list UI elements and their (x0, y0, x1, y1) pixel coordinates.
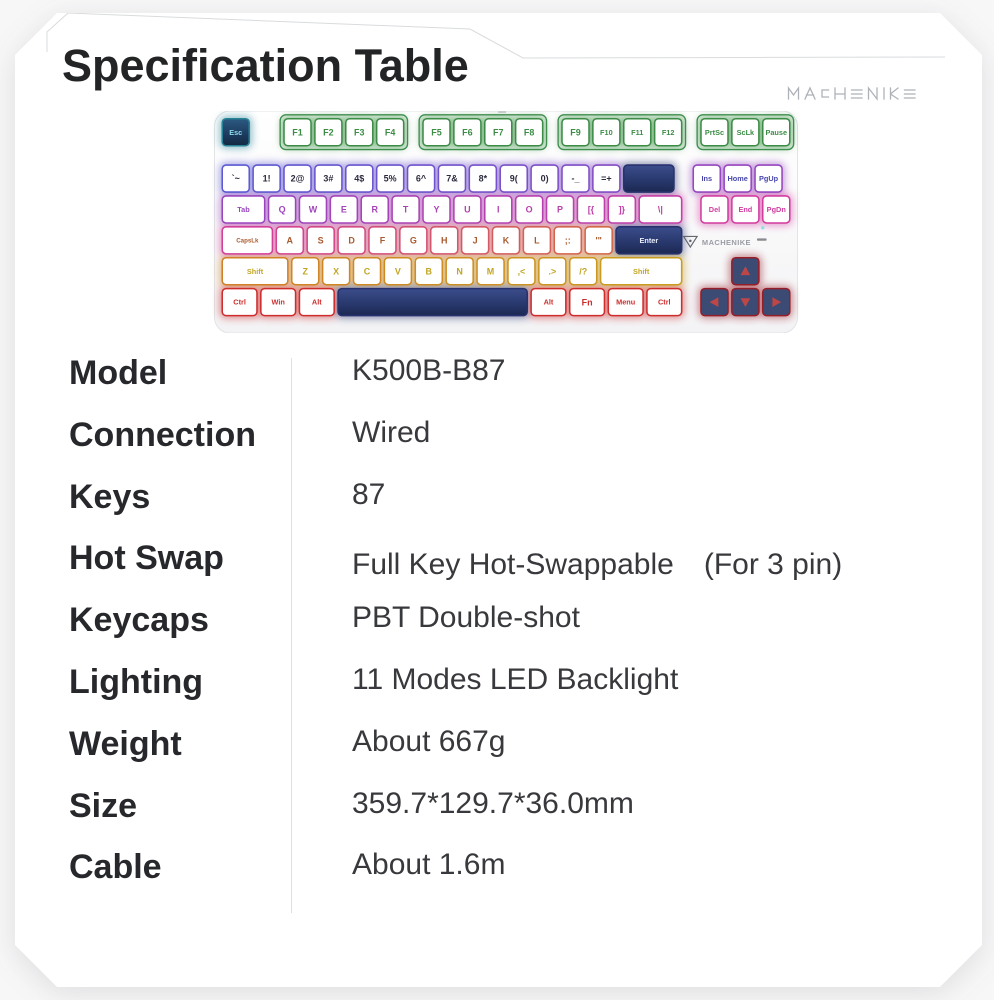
svg-text:F9: F9 (570, 127, 580, 137)
svg-text:F4: F4 (385, 127, 395, 137)
svg-text:9(: 9( (510, 174, 518, 184)
svg-text:PgDn: PgDn (767, 205, 787, 214)
svg-text:P: P (557, 205, 563, 215)
svg-text:Ins: Ins (701, 174, 712, 183)
svg-text:-_: -_ (572, 174, 581, 184)
svg-text:K: K (503, 236, 510, 246)
svg-text:8*: 8* (479, 174, 488, 184)
svg-text:W: W (309, 205, 318, 215)
svg-text:F11: F11 (631, 128, 643, 137)
svg-text:4$: 4$ (354, 174, 364, 184)
svg-text:Ctrl: Ctrl (658, 298, 671, 307)
svg-text:2@: 2@ (291, 174, 305, 184)
svg-text:=+: =+ (601, 174, 611, 184)
svg-text:F3: F3 (354, 127, 364, 137)
svg-text:5%: 5% (384, 174, 397, 184)
svg-text:6^: 6^ (416, 174, 427, 184)
svg-text:Shift: Shift (633, 267, 650, 276)
svg-text:Del: Del (709, 205, 720, 214)
svg-text:J: J (473, 236, 478, 246)
svg-text:/?: /? (579, 266, 587, 276)
svg-text:R: R (371, 205, 378, 215)
svg-text:H: H (441, 236, 447, 246)
svg-text:Win: Win (272, 298, 286, 307)
svg-text:Y: Y (434, 205, 440, 215)
svg-text:B: B (426, 266, 433, 276)
svg-text:I: I (497, 205, 500, 215)
svg-text:X: X (333, 266, 339, 276)
svg-text:[{: [{ (588, 205, 595, 215)
svg-text:]}: ]} (619, 205, 626, 215)
svg-text:F8: F8 (524, 127, 534, 137)
svg-text:Tab: Tab (237, 205, 250, 214)
svg-text:3#: 3# (323, 174, 333, 184)
svg-text:F12: F12 (662, 128, 675, 137)
svg-text:U: U (464, 205, 470, 215)
svg-text:ScLk: ScLk (737, 128, 755, 137)
svg-text:M: M (487, 266, 494, 276)
svg-text:CapsLk: CapsLk (236, 237, 259, 244)
svg-text:Alt: Alt (312, 298, 322, 307)
svg-text:F6: F6 (462, 127, 472, 137)
svg-text:O: O (526, 205, 533, 215)
svg-text:MACHENIKE: MACHENIKE (702, 238, 751, 247)
svg-text:Alt: Alt (544, 298, 554, 307)
svg-text:Fn: Fn (582, 297, 593, 307)
svg-text:1!: 1! (263, 174, 271, 184)
svg-text:N: N (456, 266, 462, 276)
svg-text:'": '" (595, 236, 601, 246)
svg-text:7&: 7& (446, 174, 458, 184)
svg-text:Q: Q (279, 205, 286, 215)
svg-text:T: T (403, 205, 409, 215)
svg-text:PgUp: PgUp (759, 174, 779, 183)
svg-text:F1: F1 (292, 127, 302, 137)
svg-text:;:: ;: (565, 236, 571, 246)
svg-text:F7: F7 (493, 127, 503, 137)
svg-text:A: A (287, 236, 294, 246)
svg-text:Enter: Enter (639, 236, 658, 245)
svg-text:F5: F5 (431, 127, 441, 137)
svg-text:Ctrl: Ctrl (233, 298, 246, 307)
svg-text:0): 0) (541, 174, 549, 184)
svg-text:`~: `~ (232, 174, 240, 184)
svg-text:.>: .> (548, 266, 556, 276)
svg-text:\|: \| (658, 205, 663, 215)
svg-text:Esc: Esc (229, 128, 242, 137)
svg-text:Shift: Shift (247, 267, 264, 276)
svg-text:PrtSc: PrtSc (705, 128, 724, 137)
svg-text:,<: ,< (518, 266, 526, 276)
svg-text:D: D (348, 236, 355, 246)
svg-text:Home: Home (727, 174, 747, 183)
svg-text:C: C (364, 266, 371, 276)
svg-text:V: V (395, 266, 401, 276)
svg-text:Menu: Menu (616, 298, 635, 307)
svg-text:F2: F2 (323, 127, 333, 137)
svg-text:S: S (318, 236, 324, 246)
svg-text:G: G (410, 236, 417, 246)
svg-text:L: L (534, 236, 540, 246)
svg-text:F: F (380, 236, 386, 246)
svg-text:End: End (738, 205, 752, 214)
svg-text:F10: F10 (600, 128, 613, 137)
svg-text:Z: Z (302, 266, 308, 276)
svg-text:Pause: Pause (765, 128, 787, 137)
svg-text:E: E (341, 205, 347, 215)
